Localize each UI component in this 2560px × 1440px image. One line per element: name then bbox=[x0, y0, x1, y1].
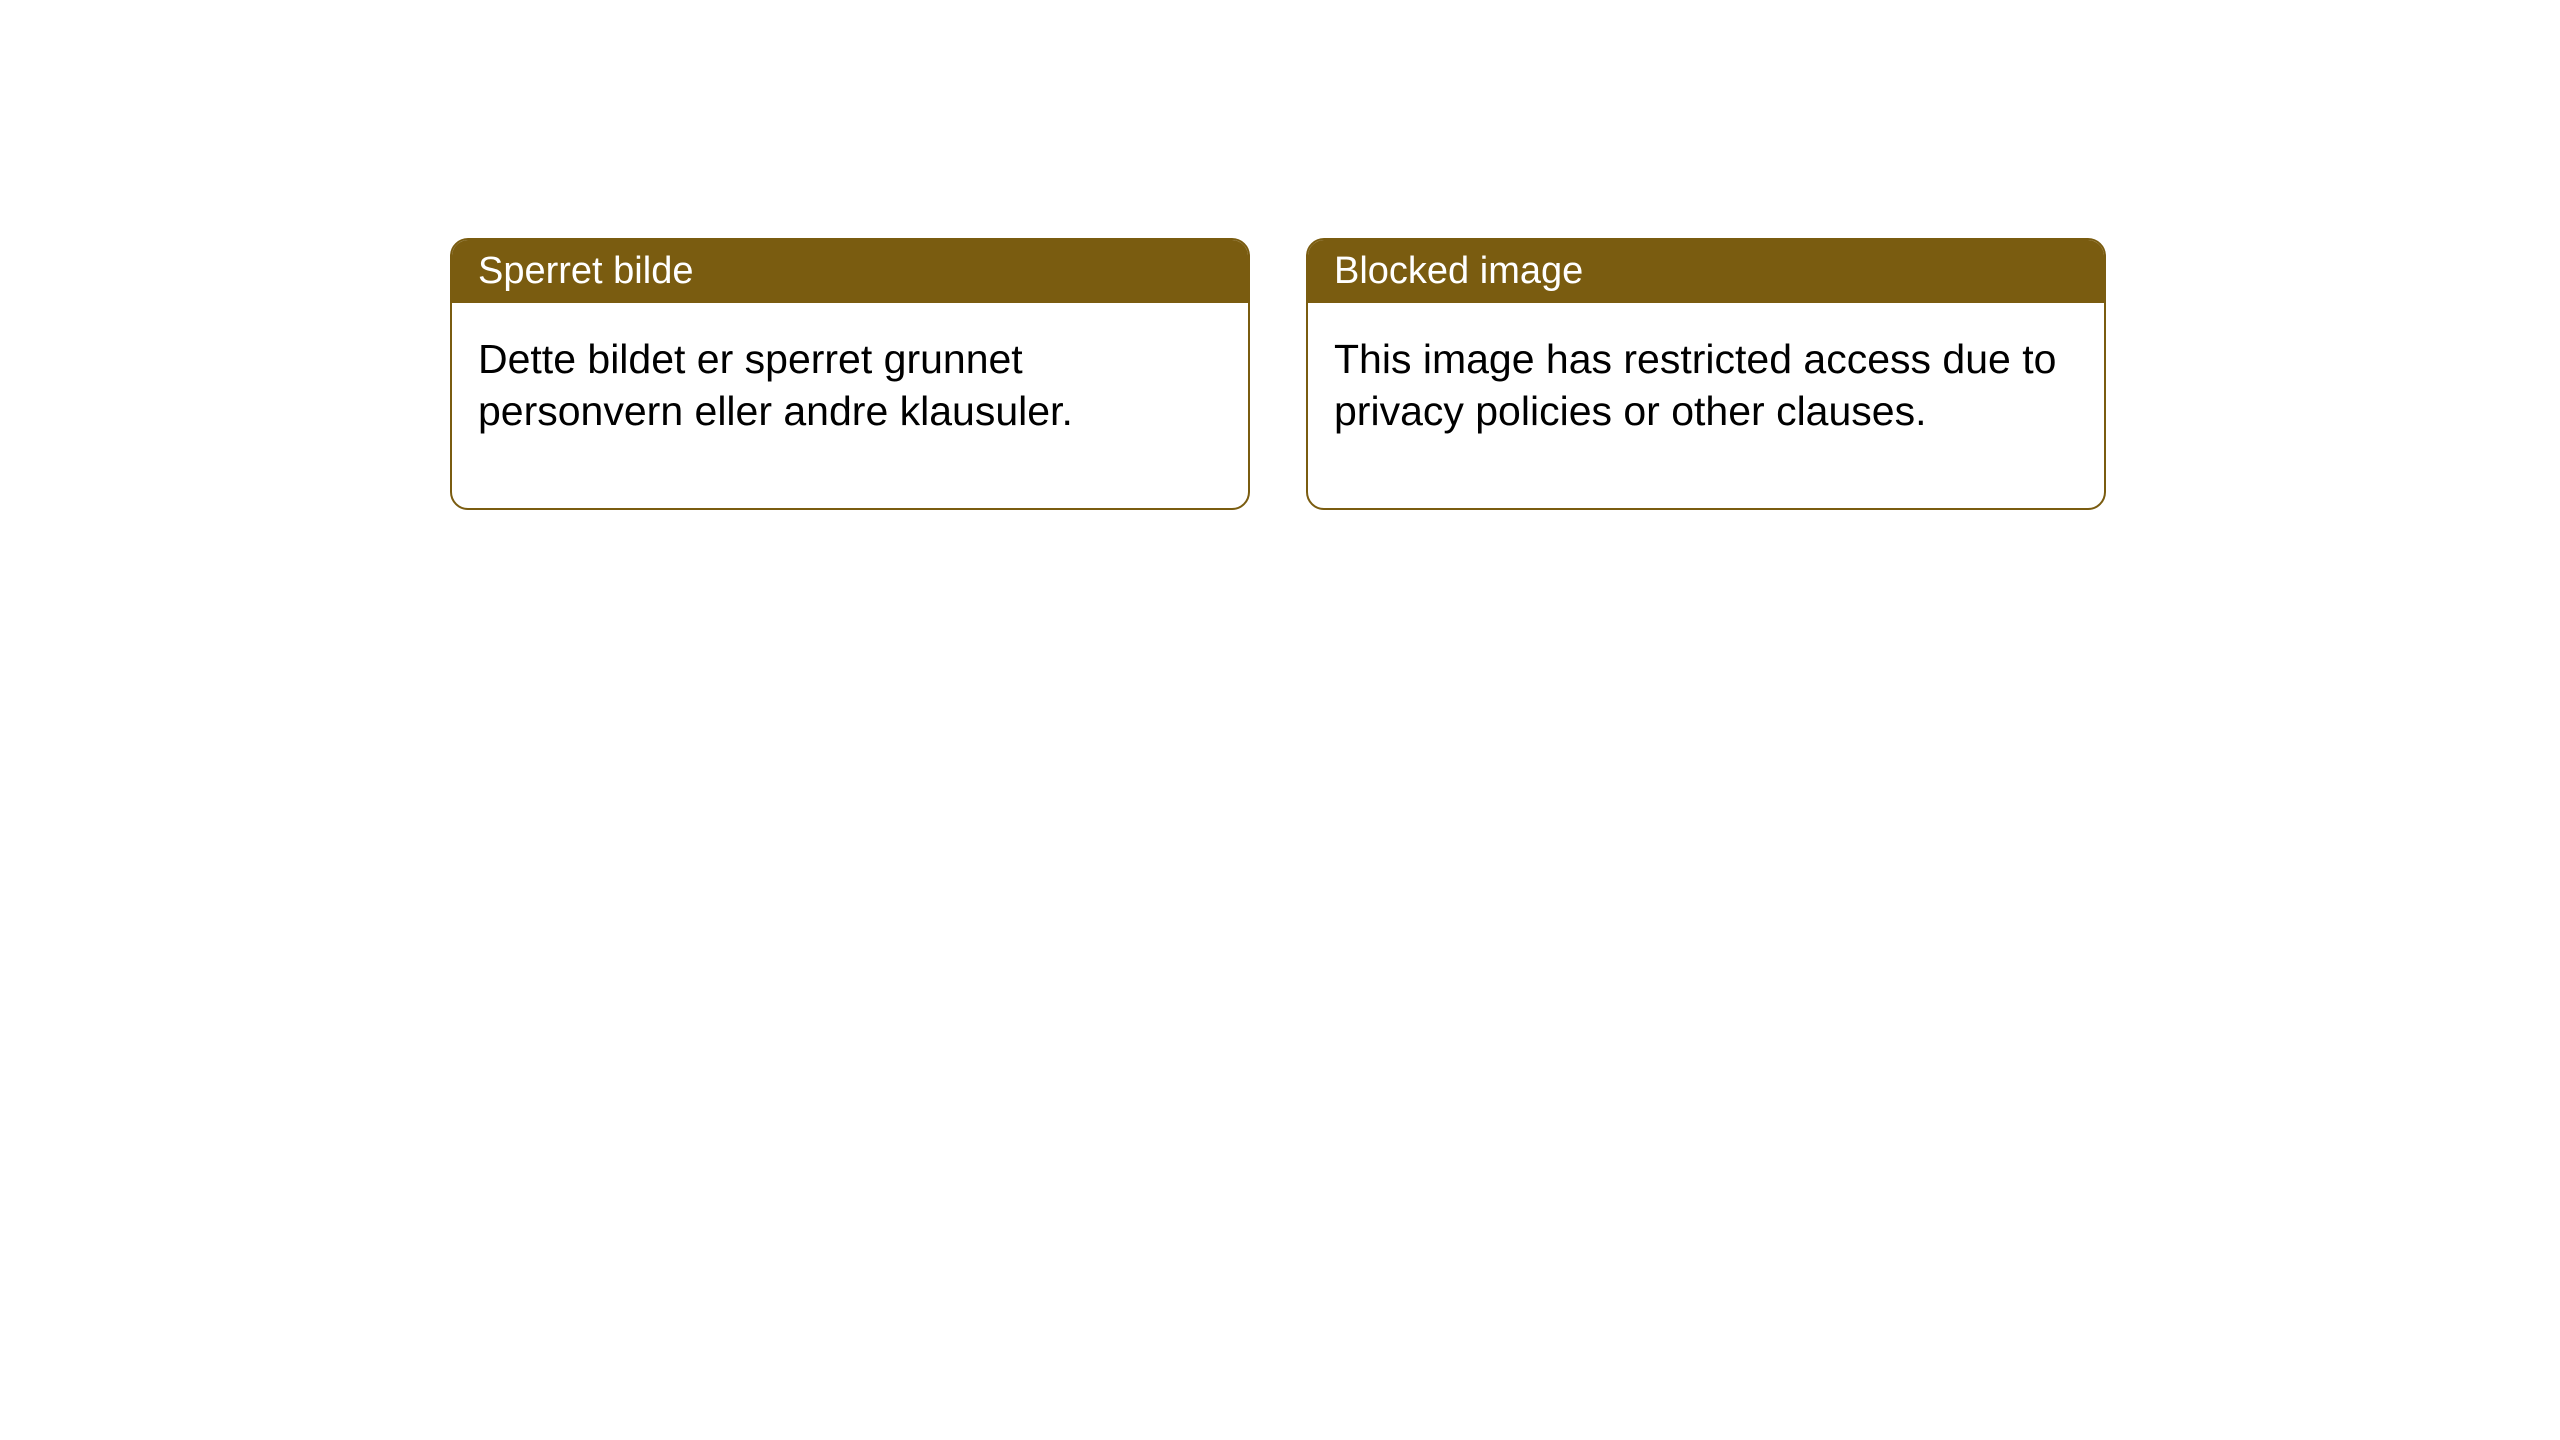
notice-card-english: Blocked image This image has restricted … bbox=[1306, 238, 2106, 510]
notice-body-english: This image has restricted access due to … bbox=[1308, 303, 2104, 508]
notice-text: Dette bildet er sperret grunnet personve… bbox=[478, 336, 1073, 434]
notice-header-norwegian: Sperret bilde bbox=[452, 240, 1248, 303]
notice-title: Sperret bilde bbox=[478, 250, 693, 292]
notice-body-norwegian: Dette bildet er sperret grunnet personve… bbox=[452, 303, 1248, 508]
notice-header-english: Blocked image bbox=[1308, 240, 2104, 303]
notice-text: This image has restricted access due to … bbox=[1334, 336, 2056, 434]
notice-container: Sperret bilde Dette bildet er sperret gr… bbox=[450, 238, 2106, 510]
notice-title: Blocked image bbox=[1334, 250, 1583, 292]
notice-card-norwegian: Sperret bilde Dette bildet er sperret gr… bbox=[450, 238, 1250, 510]
